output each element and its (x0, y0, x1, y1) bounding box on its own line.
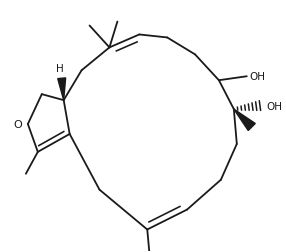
Text: OH: OH (250, 72, 266, 82)
Polygon shape (58, 79, 66, 101)
Text: OH: OH (267, 102, 283, 112)
Text: H: H (56, 64, 63, 74)
Polygon shape (234, 110, 255, 131)
Text: O: O (13, 119, 22, 130)
